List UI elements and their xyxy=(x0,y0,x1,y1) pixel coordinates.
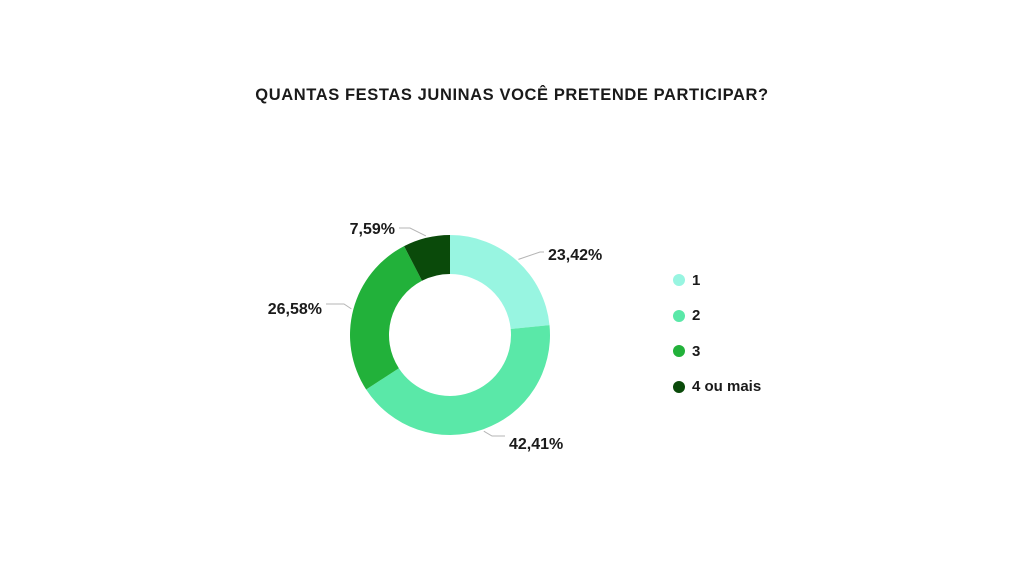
leader-line-1 xyxy=(518,251,544,260)
donut-slice-1 xyxy=(450,235,550,329)
legend-swatch-3 xyxy=(673,345,685,357)
legend-item-4: 4 ou mais xyxy=(673,375,761,399)
donut-slice-4 xyxy=(404,235,450,281)
legend-swatch-1 xyxy=(673,274,685,286)
legend: 1 2 3 4 ou mais xyxy=(673,268,761,410)
leader-line-4 xyxy=(399,227,427,237)
chart-title: QUANTAS FESTAS JUNINAS VOCÊ PRETENDE PAR… xyxy=(255,86,769,104)
legend-label-2: 2 xyxy=(692,307,701,324)
leader-line-2 xyxy=(483,430,505,437)
donut-slice-3 xyxy=(350,246,422,390)
legend-label-4: 4 ou mais xyxy=(692,378,762,395)
legend-label-1: 1 xyxy=(692,271,701,289)
legend-item-2: 2 xyxy=(673,304,761,328)
legend-label-3: 3 xyxy=(692,342,701,360)
legend-swatch-2 xyxy=(673,309,685,322)
legend-swatch-4 xyxy=(673,380,685,393)
donut-slice-2 xyxy=(366,325,550,436)
leader-line-3 xyxy=(326,303,352,310)
data-label-4: 7,59% xyxy=(350,221,395,238)
legend-item-3: 3 xyxy=(673,339,761,363)
data-label-2: 42,41% xyxy=(509,436,563,453)
data-label-1: 23,42% xyxy=(548,247,602,264)
legend-item-1: 1 xyxy=(673,268,761,292)
data-label-3: 26,58% xyxy=(268,301,322,318)
